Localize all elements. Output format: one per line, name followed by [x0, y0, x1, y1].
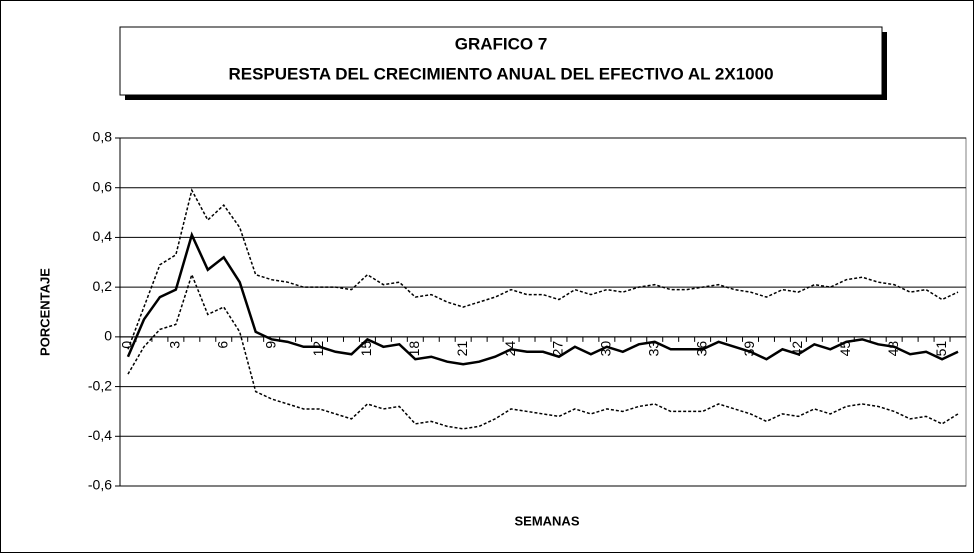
x-tick-label: 27 [550, 341, 566, 357]
x-tick-label: 48 [885, 341, 901, 357]
x-tick-label: 6 [214, 341, 230, 349]
chart-subtitle: RESPUESTA DEL CRECIMIENTO ANUAL DEL EFEC… [228, 64, 773, 83]
y-tick-label: -0,6 [88, 477, 112, 493]
x-tick-label: 21 [454, 341, 470, 357]
series-line [126, 231, 959, 366]
x-tick-label: 3 [167, 341, 183, 349]
x-tick-label: 12 [310, 341, 326, 357]
y-tick-label: 0,4 [93, 228, 113, 244]
y-tick-label: -0,2 [88, 377, 112, 393]
x-axis-title: SEMANAS [514, 513, 579, 528]
x-tick-label: 51 [933, 341, 949, 357]
series-line [127, 272, 959, 430]
chart-title: GRAFICO 7 [455, 34, 548, 53]
y-tick-label: 0,8 [93, 129, 113, 145]
y-tick-label: 0,2 [93, 278, 113, 294]
x-tick-label: 18 [406, 341, 422, 357]
x-tick-label: 33 [645, 341, 661, 357]
x-tick-label: 15 [358, 341, 374, 357]
x-tick-label: 0 [119, 341, 135, 349]
y-tick-label: 0 [104, 328, 112, 344]
y-axis-title: PORCENTAJE [37, 268, 52, 356]
title-box [119, 26, 883, 96]
y-tick-label: -0,4 [88, 427, 112, 443]
x-tick-label: 9 [262, 341, 278, 349]
y-tick-label: 0,6 [93, 178, 113, 194]
